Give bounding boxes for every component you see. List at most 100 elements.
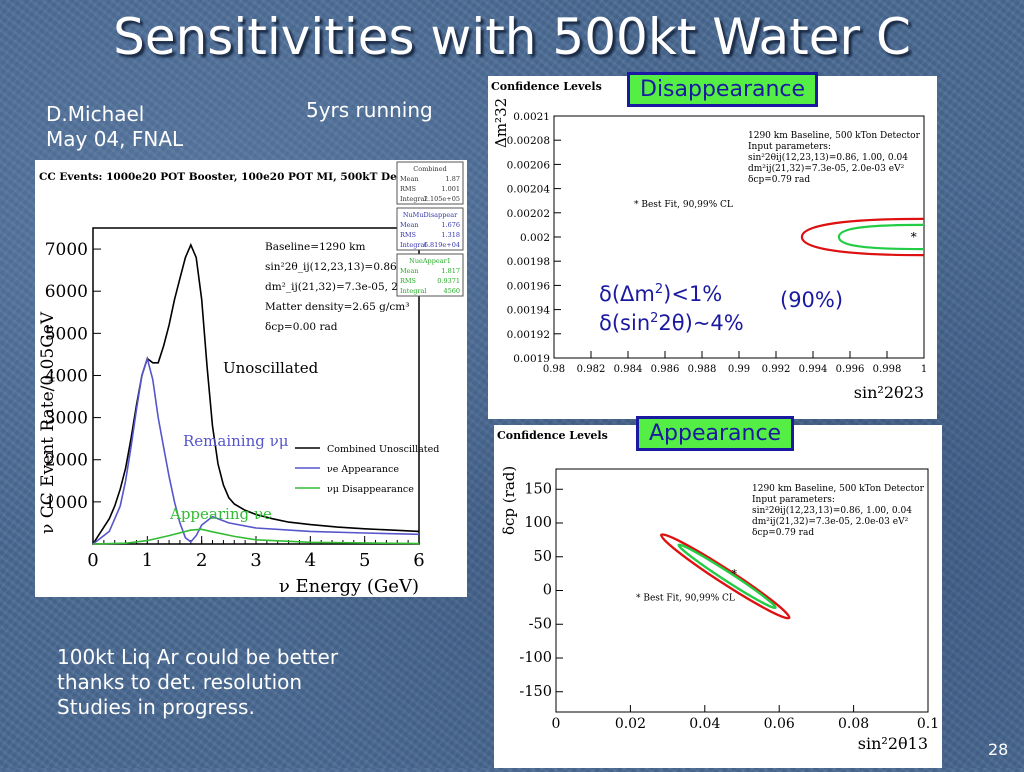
cl-y-tick-label: 0.00204 — [507, 184, 551, 196]
cl-contour-0 — [800, 217, 925, 257]
stats-key: RMS — [400, 277, 416, 285]
sens-dm-sup: 2 — [654, 282, 664, 297]
stats-value: 1.318 — [441, 231, 460, 239]
cl-x-tick-label: 0.99 — [728, 364, 750, 375]
x-axis-label: ν Energy (GeV) — [279, 576, 419, 597]
stats-box — [396, 161, 464, 205]
cl-x-tick-label: 0.984 — [614, 364, 643, 375]
cl-best-fit-label: * Best Fit, 90,99% CL — [634, 200, 733, 210]
stats-value: 0.9371 — [437, 277, 460, 285]
stats-key: RMS — [400, 185, 416, 193]
cl-y-tick-label: 0.00202 — [507, 208, 550, 220]
stats-key: Integral — [400, 287, 426, 295]
note-line-1: 100kt Liq Ar could be better — [57, 645, 339, 669]
author-venue: May 04, FNAL — [46, 127, 184, 151]
cl-x-tick-label: 0.1 — [917, 716, 939, 732]
cl-x-tick-label: 1 — [921, 364, 927, 375]
remaining-label: Remaining νμ — [183, 432, 289, 450]
stats-title: NuMuDisappear — [403, 211, 458, 219]
chart-title: CC Events: 1000e20 POT Booster, 100e20 P… — [39, 171, 433, 183]
y-tick-label: 6000 — [45, 282, 88, 302]
cl-contour-1 — [677, 543, 777, 610]
cl-x-tick-label: 0.04 — [689, 716, 720, 732]
cl-x-tick-label: 0.982 — [577, 364, 606, 375]
stats-key: RMS — [400, 231, 416, 239]
cl-x-tick-label: 0.08 — [838, 716, 869, 732]
disappearance-chart: Confidence Levels 0.98 0.982 0.984 0.986 0.98… — [491, 80, 927, 402]
cl-x-tick-label: 0.994 — [799, 364, 828, 375]
stats-value: 6.819e+04 — [424, 241, 460, 249]
cl-contour-1 — [837, 223, 925, 251]
cl-y-tick-label: 0.00208 — [507, 135, 550, 147]
cl-x-tick-label: 0.992 — [762, 364, 791, 375]
stats-value: 1.001 — [441, 185, 460, 193]
stats-value: 2.105e+05 — [424, 195, 460, 203]
cl-best-fit-label: * Best Fit, 90,99% CL — [636, 594, 735, 604]
unosc-label: Unoscillated — [223, 359, 319, 377]
cl-y-tick-label: -100 — [519, 650, 552, 666]
cl-info-text: dm²ij(21,32)=7.3e-05, 2.0e-03 eV² — [748, 163, 905, 174]
cl-info-text: Input parameters: — [748, 142, 831, 152]
stats-key: Mean — [400, 267, 419, 275]
cl-y-tick-label: 0.00196 — [507, 280, 551, 292]
cl-y-axis-label: δcp (rad) — [500, 466, 518, 535]
histogram-panel: CC Events: 1000e20 POT Booster, 100e20 P… — [35, 160, 467, 597]
y-tick-label: 2000 — [45, 451, 88, 471]
cl-y-tick-label: 0 — [543, 583, 552, 599]
stats-box — [396, 207, 464, 251]
cl-x-tick-label: 0.98 — [543, 364, 565, 375]
cl-x-tick-label: 0.02 — [615, 716, 646, 732]
cl-y-tick-label: 50 — [534, 549, 552, 565]
disappearance-tag: Disappearance — [627, 72, 819, 107]
y-tick-label: 7000 — [45, 240, 88, 260]
cl-y-tick-label: -50 — [529, 616, 552, 632]
cl-info-text: 1290 km Baseline, 500 kTon Detector — [748, 131, 921, 141]
cl-info-text: 1290 km Baseline, 500 kTon Detector — [752, 484, 925, 494]
cl-info-text: sin²2θij(12,23,13)=0.86, 1.00, 0.04 — [752, 505, 912, 516]
stats-value: 4560 — [443, 287, 460, 295]
legend-entry: Combined Unoscillated — [327, 444, 439, 455]
appearing-label: Appearing νe — [169, 505, 272, 523]
series-line-2 — [92, 528, 420, 545]
stats-value: 1.676 — [441, 221, 460, 229]
cl-y-tick-label: 150 — [524, 481, 552, 497]
y-axis-label: ν CC Event Rate/0.05GeV — [38, 311, 58, 534]
x-tick-label: 1 — [142, 550, 153, 571]
disappearance-panel: Confidence Levels 0.98 0.982 0.984 0.986 0.98… — [488, 76, 937, 419]
cl-best-fit-marker: * — [911, 230, 917, 244]
y-tick-label: 1000 — [45, 493, 88, 513]
cl-title: Confidence Levels — [497, 429, 608, 442]
legend-entry: νe Appearance — [327, 464, 399, 475]
y-tick-label: 5000 — [45, 324, 88, 344]
slide-title: Sensitivities with 500kt Water C — [113, 8, 911, 66]
sens-dm-pre: δ(Δm — [599, 282, 655, 306]
series-line-0 — [92, 242, 420, 545]
param-text: δcp=0.00 rad — [265, 321, 338, 333]
plot-frame — [92, 227, 420, 545]
stats-title: Combined — [413, 165, 446, 173]
cl-x-tick-label: 0.986 — [651, 364, 680, 375]
x-tick-label: 6 — [413, 550, 424, 571]
cl-y-tick-label: 0.00206 — [507, 159, 551, 171]
cl-y-axis-label: Δm²32 — [492, 98, 510, 148]
cl-info-text: dm²ij(21,32)=7.3e-05, 2.0e-03 eV² — [752, 516, 909, 527]
sens-sin-post: 2θ)~4% — [658, 311, 744, 335]
cl-y-tick-label: 0.0021 — [513, 111, 550, 123]
x-tick-label: 5 — [359, 550, 370, 571]
cl-x-tick-label: 0.06 — [764, 716, 795, 732]
cl-y-tick-label: 100 — [524, 515, 552, 531]
cl-info-text: δcp=0.79 rad — [752, 528, 814, 538]
cl-x-tick-label: 0.998 — [873, 364, 902, 375]
running-label: 5yrs running — [306, 98, 433, 122]
cl-best-fit-marker: * — [732, 568, 738, 581]
cl-title: Confidence Levels — [491, 80, 602, 93]
stats-value: 1.87 — [446, 175, 460, 183]
series-line-1 — [92, 355, 420, 545]
cl-x-tick-label: 0.996 — [836, 364, 865, 375]
y-tick-label: 3000 — [45, 409, 88, 429]
param-text: Matter density=2.65 g/cm³ — [265, 301, 409, 313]
cl-y-tick-label: 0.0019 — [513, 353, 550, 365]
stats-key: Integral — [400, 241, 426, 249]
legend-entry: νμ Disappearance — [327, 484, 414, 495]
cl-x-axis-label: sin²2θ13 — [858, 734, 928, 753]
